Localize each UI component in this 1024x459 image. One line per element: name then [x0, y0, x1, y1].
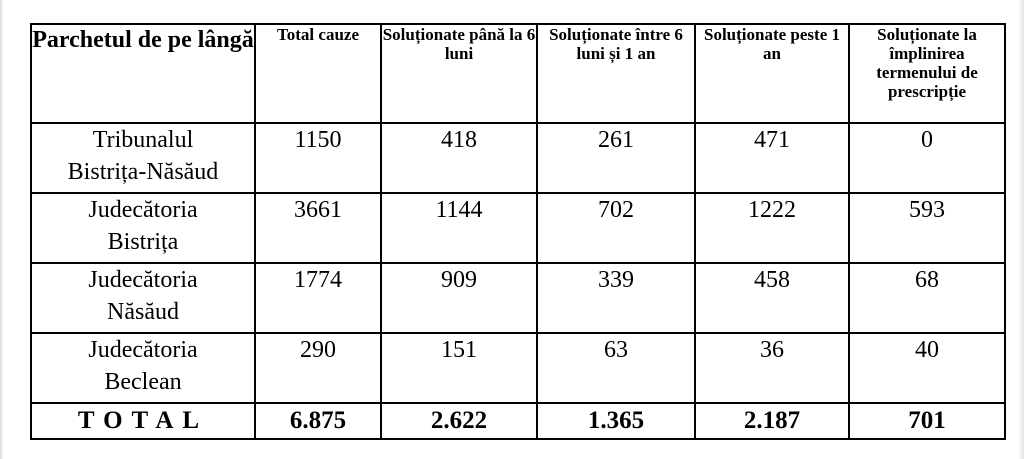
cell-sub-6-luni: 151 [380, 332, 538, 404]
cell-6-luni-1-an: 702 [536, 192, 696, 264]
row-name: Tribunalul Bistrița-Năsăud [30, 122, 256, 194]
cell-prescriptie: 593 [848, 192, 1006, 264]
header-row: Parchetul de pe lângă Total cauze Soluți… [30, 23, 1006, 124]
cell-6-luni-1-an: 339 [536, 262, 696, 334]
cell-prescriptie: 68 [848, 262, 1006, 334]
row-name: Judecătoria Beclean [30, 332, 256, 404]
cell-prescriptie: 40 [848, 332, 1006, 404]
cell-sub-6-luni: 418 [380, 122, 538, 194]
table-row: Judecătoria Năsăud 1774 909 339 458 68 [30, 262, 1006, 334]
cell-prescriptie: 0 [848, 122, 1006, 194]
total-6-luni-1-an: 1.365 [536, 402, 696, 440]
header-prescriptie: Soluționate la împlinirea termenului de … [848, 23, 1006, 124]
header-total-cauze: Total cauze [254, 23, 382, 124]
cell-peste-1-an: 471 [694, 122, 850, 194]
total-peste-1-an: 2.187 [694, 402, 850, 440]
table-row: Judecătoria Bistrița 3661 1144 702 1222 … [30, 192, 1006, 264]
table-row: Tribunalul Bistrița-Năsăud 1150 418 261 … [30, 122, 1006, 194]
header-sub-6-luni: Soluționate până la 6 luni [380, 23, 538, 124]
cell-total-cauze: 1774 [254, 262, 382, 334]
page-edge-right [1018, 0, 1024, 459]
cell-6-luni-1-an: 63 [536, 332, 696, 404]
header-parchetul: Parchetul de pe lângă [30, 23, 256, 124]
table-row: Judecătoria Beclean 290 151 63 36 40 [30, 332, 1006, 404]
row-name: Judecătoria Bistrița [30, 192, 256, 264]
total-label: TOTAL [30, 402, 256, 440]
cell-peste-1-an: 458 [694, 262, 850, 334]
page-edge-left [0, 0, 4, 459]
total-prescriptie: 701 [848, 402, 1006, 440]
header-peste-1-an: Soluționate peste 1 an [694, 23, 850, 124]
cell-total-cauze: 1150 [254, 122, 382, 194]
cell-peste-1-an: 1222 [694, 192, 850, 264]
total-sub-6-luni: 2.622 [380, 402, 538, 440]
cell-sub-6-luni: 909 [380, 262, 538, 334]
cell-6-luni-1-an: 261 [536, 122, 696, 194]
cell-total-cauze: 290 [254, 332, 382, 404]
header-6-luni-1-an: Soluționate între 6 luni și 1 an [536, 23, 696, 124]
row-name: Judecătoria Năsăud [30, 262, 256, 334]
cell-total-cauze: 3661 [254, 192, 382, 264]
total-total-cauze: 6.875 [254, 402, 382, 440]
cell-sub-6-luni: 1144 [380, 192, 538, 264]
cell-peste-1-an: 36 [694, 332, 850, 404]
statistics-table: Parchetul de pe lângă Total cauze Soluți… [30, 23, 1006, 440]
total-row: TOTAL 6.875 2.622 1.365 2.187 701 [30, 402, 1006, 440]
